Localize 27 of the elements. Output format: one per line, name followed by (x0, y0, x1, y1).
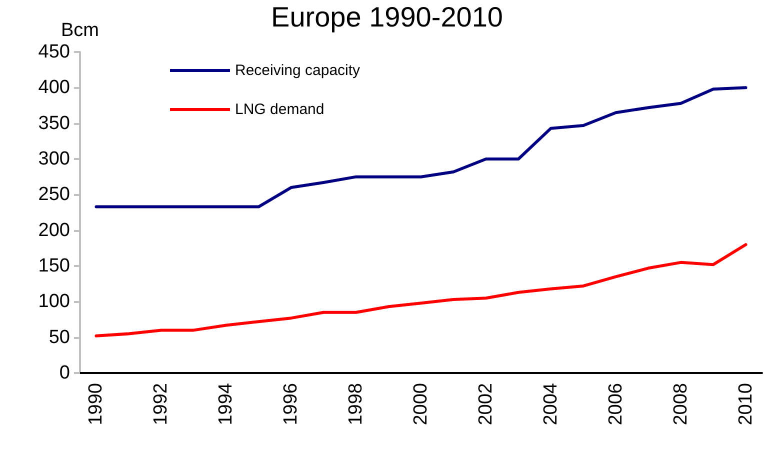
x-tick-label: 2000 (410, 383, 432, 426)
y-tick-label: 450 (38, 42, 70, 62)
x-tick-label: 2008 (670, 383, 692, 426)
x-tick-label: 1996 (280, 383, 302, 426)
y-tick-label: 300 (38, 148, 70, 170)
y-tick-label: 200 (38, 220, 70, 241)
y-tick-label: 0 (59, 362, 70, 384)
y-tick-label: 350 (38, 112, 70, 134)
x-tick-label: 1992 (150, 383, 172, 426)
x-tick-label: 2002 (475, 383, 496, 426)
y-tick-label: 100 (38, 291, 70, 312)
x-tick-label: 2004 (540, 382, 562, 426)
x-tick-label: 1990 (86, 383, 107, 426)
x-tick-label: 2010 (735, 383, 756, 426)
line-series (94, 86, 748, 208)
y-tick-label: 400 (38, 77, 70, 98)
x-tick-label: 1998 (346, 383, 367, 426)
chart-title: Europe 1990-2010 (271, 2, 503, 32)
x-tick-label: 1994 (216, 382, 237, 426)
y-axis-title: Bcm (61, 20, 99, 41)
x-tick-label: 2006 (605, 383, 626, 426)
y-tick-label: 150 (38, 256, 70, 276)
y-tick-label: 50 (48, 326, 70, 348)
y-tick-label: 250 (38, 184, 70, 206)
legend-label: LNG demand (235, 101, 324, 118)
line-series (94, 243, 748, 338)
legend-label: Receiving capacity (235, 62, 361, 79)
